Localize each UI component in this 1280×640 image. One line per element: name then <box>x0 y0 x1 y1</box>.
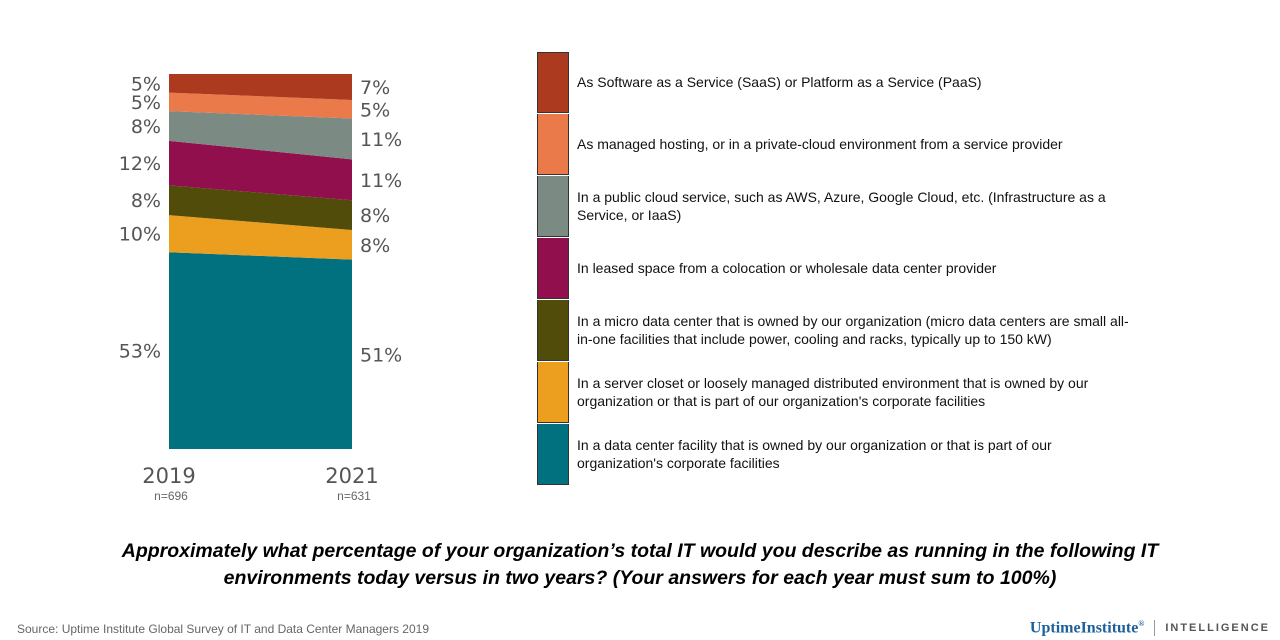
legend-item: In a public cloud service, such as AWS, … <box>537 175 1177 237</box>
sample-size-2019: n=696 <box>154 489 188 503</box>
legend-swatch <box>537 51 569 113</box>
legend-item: As Software as a Service (SaaS) or Platf… <box>537 51 1177 113</box>
legend-swatch <box>537 175 569 237</box>
label-2019-band-4: 12% <box>119 153 161 175</box>
source-note: Source: Uptime Institute Global Survey o… <box>17 622 429 636</box>
legend-swatch <box>537 423 569 485</box>
label-2021-band-2: 8% <box>360 235 390 257</box>
area-band-2 <box>169 215 352 260</box>
area-band-3 <box>169 185 352 230</box>
label-2019-band-2: 10% <box>119 224 161 246</box>
area-band-4 <box>169 140 352 201</box>
legend-swatch <box>537 237 569 299</box>
legend-item: In a micro data center that is owned by … <box>537 299 1177 361</box>
brand-subtitle: INTELLIGENCE <box>1165 622 1270 635</box>
label-2021-band-7: 7% <box>360 77 390 99</box>
legend-label: As Software as a Service (SaaS) or Platf… <box>577 74 982 90</box>
label-2019-band-1: 53% <box>119 341 161 363</box>
label-2019-band-7: 5% <box>131 73 161 95</box>
area-band-5 <box>169 111 352 160</box>
label-2019-band-6: 5% <box>131 92 161 114</box>
label-2021-band-1: 51% <box>360 344 402 366</box>
area-band-7 <box>169 74 352 100</box>
label-2019-band-5: 8% <box>131 116 161 138</box>
legend-label: In a data center facility that is owned … <box>577 437 1052 471</box>
legend-item: As managed hosting, or in a private-clou… <box>537 113 1177 175</box>
brand-name: UptimeInstitute® <box>1029 619 1145 637</box>
brand-divider <box>1154 620 1156 637</box>
chart-legend: As Software as a Service (SaaS) or Platf… <box>537 51 1177 485</box>
legend-item: In leased space from a colocation or who… <box>537 237 1177 299</box>
sample-size-2021: n=631 <box>337 489 371 503</box>
legend-item: In a server closet or loosely managed di… <box>537 361 1177 423</box>
stacked-area-chart: 53% 51%10%8%8%8%12%11%8%11%5% 5%5% 7%2019n=… <box>119 73 402 503</box>
legend-label: In leased space from a colocation or who… <box>577 260 997 276</box>
legend-swatch <box>537 361 569 423</box>
legend-label: In a server closet or loosely managed di… <box>577 375 1089 409</box>
uptime-intelligence-logo: UptimeInstitute® INTELLIGENCE <box>1030 619 1270 637</box>
label-2021-band-4: 11% <box>360 170 402 192</box>
legend-item: In a data center facility that is owned … <box>537 423 1177 485</box>
label-2021-band-6: 5% <box>360 99 390 121</box>
legend-label: As managed hosting, or in a private-clou… <box>577 136 1063 152</box>
area-band-1 <box>169 252 352 449</box>
x-tick-2021: 2021 <box>325 464 378 488</box>
label-2019-band-3: 8% <box>131 190 161 212</box>
legend-swatch <box>537 113 569 175</box>
legend-label: In a micro data center that is owned by … <box>577 313 1129 347</box>
label-2021-band-3: 8% <box>360 205 390 227</box>
label-2021-band-5: 11% <box>360 129 402 151</box>
x-tick-2019: 2019 <box>142 464 195 488</box>
area-band-6 <box>169 92 352 119</box>
chart-question-title: Approximately what percentage of your or… <box>121 540 1159 589</box>
legend-label: In a public cloud service, such as AWS, … <box>577 189 1106 223</box>
legend-swatch <box>537 299 569 361</box>
